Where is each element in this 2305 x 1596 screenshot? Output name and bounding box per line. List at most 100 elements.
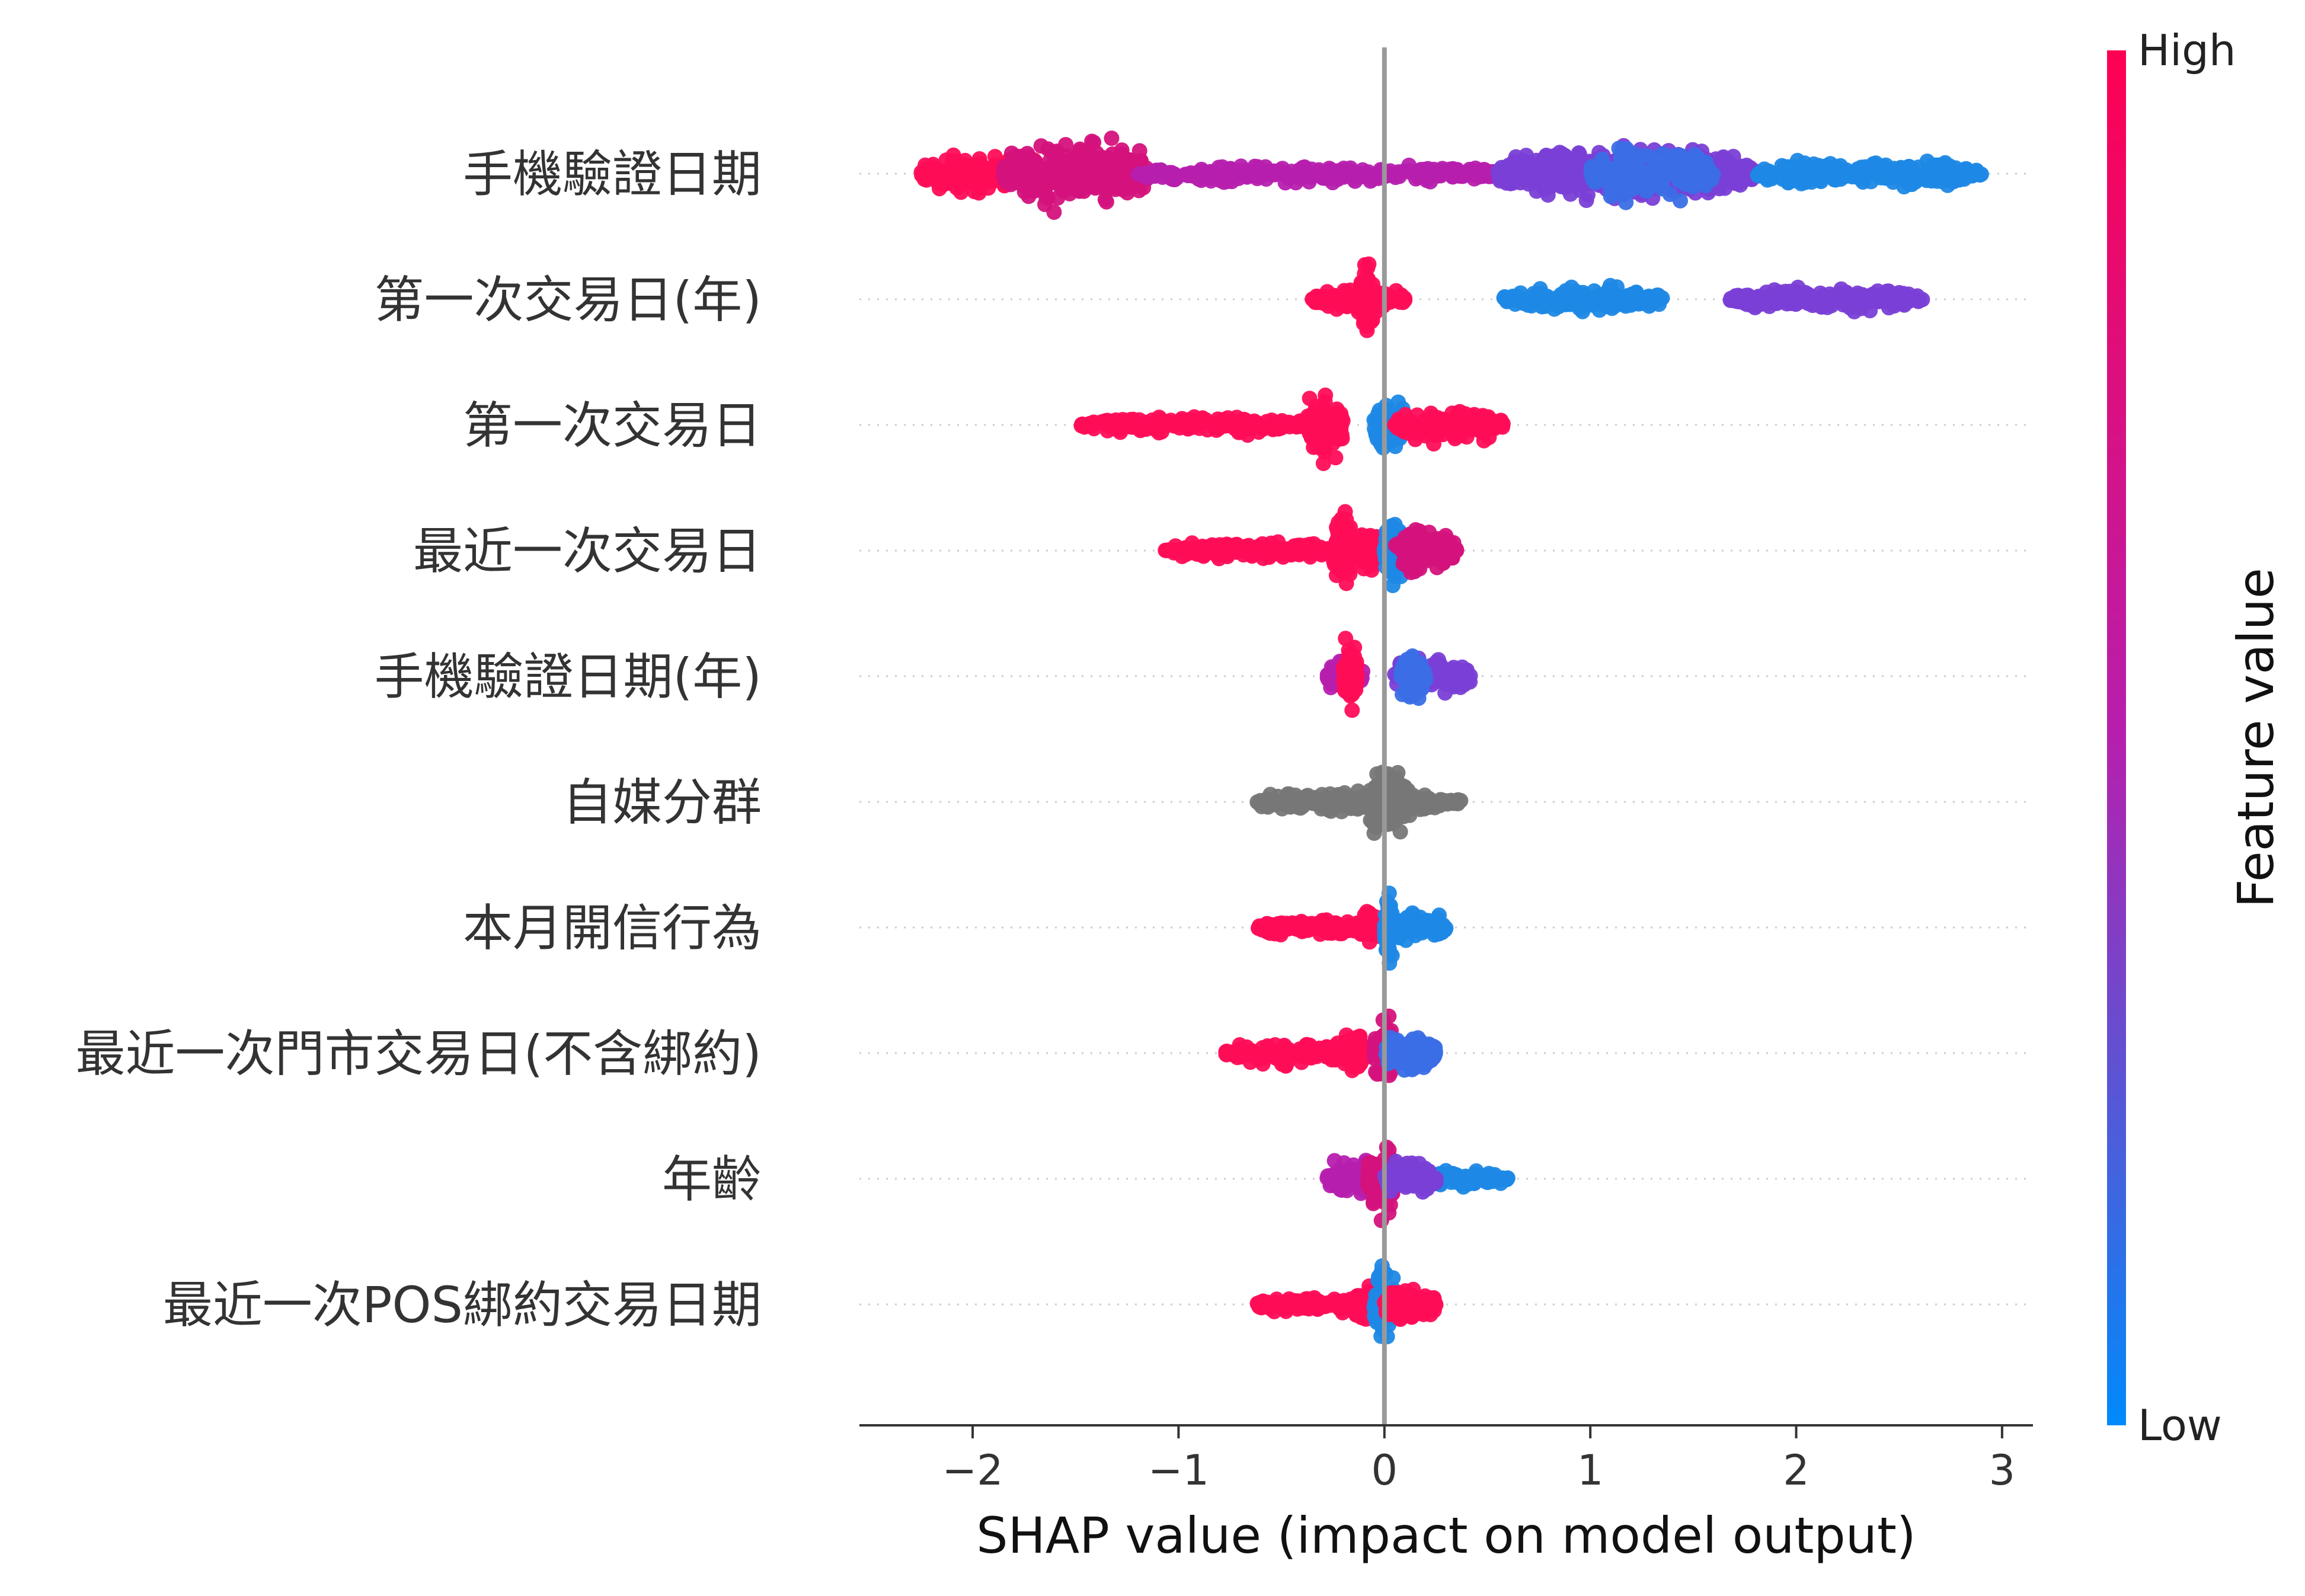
data-point xyxy=(1517,164,1533,180)
data-point xyxy=(1080,416,1096,432)
data-point xyxy=(1115,169,1130,185)
data-point xyxy=(1420,552,1436,568)
data-point xyxy=(1934,167,1950,183)
data-point xyxy=(1008,169,1024,185)
data-point xyxy=(1338,575,1354,591)
data-point xyxy=(1511,293,1527,309)
data-point xyxy=(1794,175,1810,191)
data-point xyxy=(1418,1056,1434,1072)
data-point xyxy=(1612,174,1627,190)
data-point xyxy=(1162,415,1178,430)
data-point xyxy=(987,149,1003,165)
data-point xyxy=(1391,1055,1407,1071)
data-point xyxy=(1366,814,1382,830)
data-point xyxy=(1251,795,1267,811)
data-point xyxy=(1673,148,1689,164)
data-point xyxy=(1326,915,1342,931)
data-point xyxy=(1363,558,1379,574)
data-point xyxy=(1147,417,1163,433)
data-point xyxy=(1427,1043,1443,1059)
data-point xyxy=(1407,1045,1423,1061)
data-point xyxy=(1276,1039,1292,1055)
beeswarm-points xyxy=(913,130,1989,1345)
data-point xyxy=(1460,417,1476,433)
data-point xyxy=(1390,394,1406,410)
data-point xyxy=(1413,162,1429,178)
data-point xyxy=(1337,785,1353,801)
data-point xyxy=(1424,426,1440,442)
data-point xyxy=(1897,165,1913,181)
data-point xyxy=(1205,542,1221,558)
data-point xyxy=(1578,193,1594,208)
data-point xyxy=(1281,786,1297,802)
data-point xyxy=(938,152,954,168)
data-point xyxy=(1611,161,1627,177)
data-point xyxy=(1358,271,1374,287)
data-point xyxy=(1082,146,1098,162)
data-point xyxy=(1356,311,1372,327)
data-point xyxy=(1238,1044,1254,1060)
data-point xyxy=(1044,143,1060,159)
data-point xyxy=(1026,183,1042,199)
data-point xyxy=(1433,923,1449,939)
data-point xyxy=(1590,288,1606,304)
data-point xyxy=(1357,907,1373,923)
data-point xyxy=(1397,1165,1413,1181)
data-point xyxy=(1354,1041,1370,1057)
data-point xyxy=(1451,794,1467,810)
data-point xyxy=(1338,631,1354,647)
data-point xyxy=(1395,422,1411,438)
data-point xyxy=(1288,920,1304,936)
data-point xyxy=(1369,417,1385,433)
data-point xyxy=(1421,913,1437,929)
data-point xyxy=(1241,538,1257,554)
data-point xyxy=(1421,791,1437,807)
data-point xyxy=(1631,296,1647,312)
data-point xyxy=(1725,149,1741,165)
data-point xyxy=(1529,290,1545,306)
data-point xyxy=(1973,167,1989,182)
data-point xyxy=(1227,420,1243,436)
data-point xyxy=(1354,290,1370,306)
data-point xyxy=(1275,920,1291,936)
data-point xyxy=(1500,1170,1516,1186)
data-point xyxy=(1457,1168,1473,1184)
data-point xyxy=(1506,153,1522,169)
data-point xyxy=(1038,189,1054,205)
data-point xyxy=(1448,541,1464,557)
data-point xyxy=(1651,289,1667,305)
data-point xyxy=(1398,799,1414,815)
data-point xyxy=(1101,164,1117,180)
data-point xyxy=(1395,778,1411,794)
data-point xyxy=(1591,172,1607,188)
data-point xyxy=(1432,798,1448,814)
data-point xyxy=(1518,148,1534,164)
data-point xyxy=(1363,926,1379,942)
data-point xyxy=(1863,293,1879,309)
data-point xyxy=(1277,167,1293,183)
feature-gridlines xyxy=(859,172,2033,1306)
data-point xyxy=(1069,170,1085,186)
data-point xyxy=(1838,287,1854,303)
data-point xyxy=(1277,1054,1293,1070)
data-point xyxy=(941,173,957,189)
data-point xyxy=(1347,1172,1363,1188)
data-point xyxy=(1760,170,1776,186)
data-point xyxy=(1337,667,1353,683)
data-point xyxy=(1131,412,1147,428)
data-point xyxy=(1812,285,1828,301)
data-point xyxy=(1548,290,1564,306)
data-point xyxy=(1307,293,1323,309)
data-point xyxy=(1293,800,1308,816)
data-point xyxy=(1220,169,1236,185)
data-point xyxy=(1182,412,1198,427)
data-point xyxy=(1267,417,1283,433)
data-point xyxy=(1058,137,1074,153)
data-point xyxy=(1401,163,1417,179)
data-point xyxy=(1457,668,1473,684)
data-point xyxy=(1539,148,1555,164)
data-point xyxy=(1326,797,1342,813)
data-point xyxy=(1952,164,1968,179)
data-point xyxy=(1782,296,1798,311)
